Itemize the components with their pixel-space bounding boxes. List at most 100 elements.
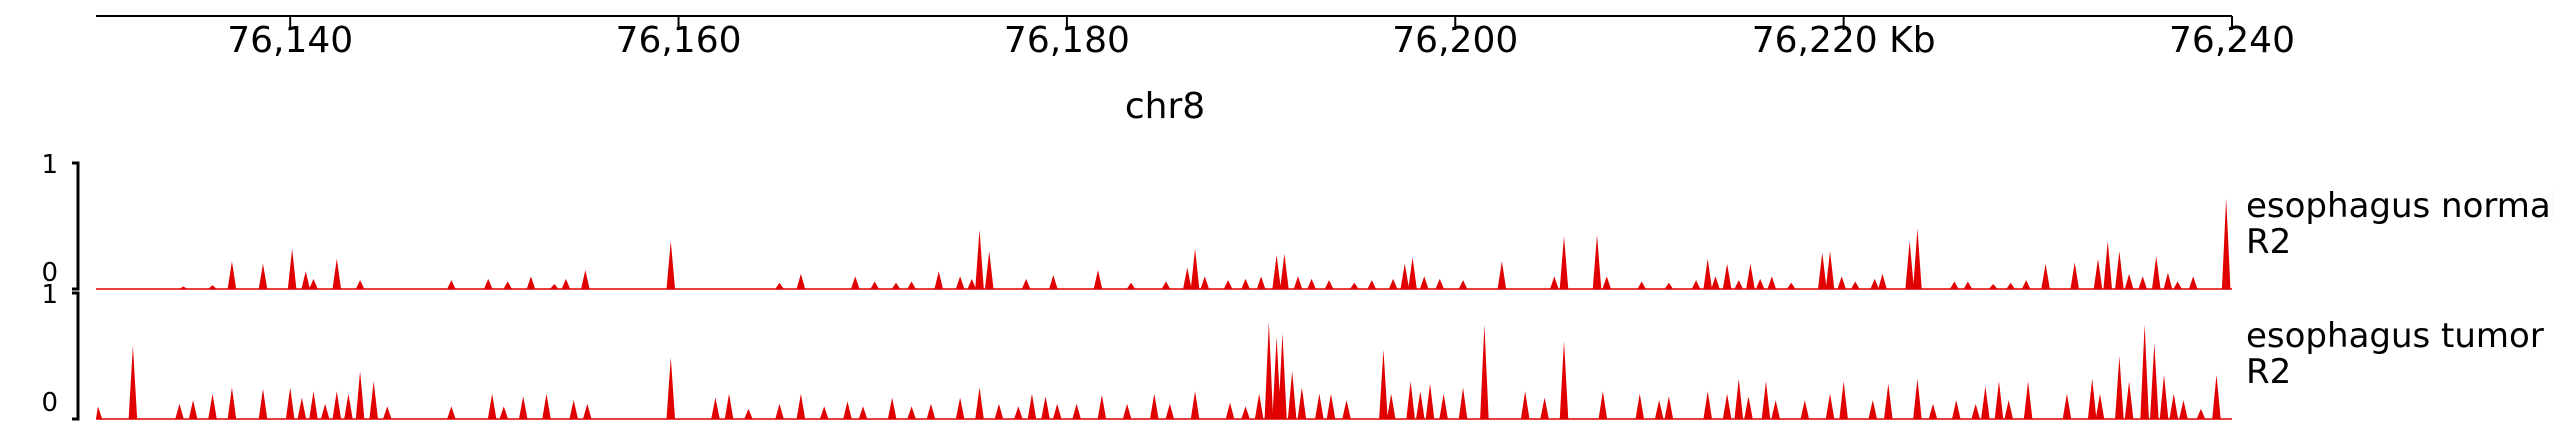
axis-tick-label: 76,180 [1004, 20, 1130, 61]
signal-peak [287, 248, 297, 289]
signal-peak [1988, 283, 1998, 289]
signal-peak [227, 261, 237, 289]
signal-peak [2103, 241, 2112, 289]
signal-peak [1200, 276, 1210, 289]
y-scale-min-label: 0 [41, 258, 58, 288]
signal-peak [2115, 356, 2124, 419]
signal-peak [1913, 228, 1922, 289]
signal-peak [2173, 281, 2182, 289]
signal-peak [320, 403, 330, 419]
signal-peak [1225, 402, 1235, 419]
signal-peak [1458, 280, 1468, 289]
signal-peak [383, 406, 392, 419]
signal-peak [1744, 396, 1753, 419]
axis-tick-label: 76,220 Kb [1752, 20, 1936, 61]
signal-peak [369, 381, 378, 419]
signal-peak [744, 408, 753, 419]
signal-peak [891, 282, 901, 289]
y-scale-min-label: 0 [41, 388, 58, 418]
signal-peak [1755, 278, 1765, 289]
signal-peak [208, 285, 217, 289]
signal-peak [561, 278, 571, 289]
signal-peak [2124, 273, 2134, 289]
signal-peak [1307, 278, 1316, 289]
signal-peak [934, 271, 944, 289]
signal-peak [1254, 393, 1264, 419]
signal-peak [870, 281, 879, 289]
signal-peak [1264, 321, 1274, 419]
signal-peak [526, 276, 536, 289]
signal-peak [2006, 282, 2015, 289]
signal-peak [1190, 391, 1200, 419]
signal-peak [2062, 393, 2072, 419]
track-label: R2 [2246, 222, 2291, 262]
signal-peak [1825, 393, 1835, 419]
signal-peak [1559, 340, 1569, 419]
signal-peak [1654, 400, 1664, 419]
signal-peak [1287, 371, 1297, 419]
signal-peak [2004, 400, 2013, 419]
signal-peak [1406, 381, 1415, 419]
signal-peak [1722, 263, 1732, 289]
signal-peak [1602, 276, 1612, 289]
signal-peak [332, 391, 342, 419]
signal-peak [1786, 282, 1796, 289]
signal-peak [796, 273, 806, 289]
signal-peak [542, 393, 551, 419]
signal-peak [775, 403, 784, 419]
signal-peak [975, 229, 984, 289]
signal-peak [2095, 393, 2105, 419]
signal-peak [1386, 393, 1396, 419]
signal-peak [483, 278, 493, 289]
axis-tick-label: 76,140 [227, 20, 353, 61]
signal-peak [1049, 275, 1058, 289]
signal-peak [1884, 383, 1893, 419]
signal-peak [1971, 403, 1980, 419]
signal-peak [1326, 393, 1336, 419]
signal-peak [1664, 396, 1674, 419]
signal-peak [975, 387, 984, 419]
signal-peak [2087, 378, 2097, 419]
signal-peak [711, 397, 720, 419]
signal-peak [309, 278, 318, 289]
signal-peak [2041, 263, 2050, 289]
signal-peak [2163, 272, 2173, 289]
signal-peak [1818, 252, 1827, 289]
signal-peak [583, 403, 592, 419]
signal-peak [1379, 349, 1388, 419]
signal-peak [128, 345, 138, 419]
signal-peak [1388, 278, 1398, 289]
signal-peak [1272, 254, 1281, 289]
signal-peak [1400, 263, 1410, 289]
signal-peak [309, 391, 318, 419]
signal-peak [1256, 276, 1266, 289]
signal-peak [1093, 270, 1103, 289]
signal-peak [2188, 276, 2198, 289]
signal-peak [1278, 333, 1287, 419]
signal-peak [1183, 267, 1192, 289]
signal-peak [1520, 391, 1530, 419]
signal-peak [1241, 406, 1250, 419]
signal-peak [1072, 403, 1081, 419]
signal-peak [955, 397, 965, 419]
signal-peak [1315, 393, 1324, 419]
signal-peak [1746, 263, 1755, 289]
signal-peak [1950, 281, 1959, 289]
signal-peak [1598, 391, 1608, 419]
signal-peak [775, 282, 784, 289]
signal-peak [1293, 276, 1303, 289]
signal-peak [1825, 251, 1835, 289]
signal-peak [2212, 374, 2221, 419]
signal-peak [96, 406, 103, 419]
signal-peak [907, 281, 916, 289]
signal-peak [1435, 278, 1445, 289]
signal-peak [1458, 387, 1468, 419]
chromosome-label: chr8 [1125, 86, 1205, 127]
signal-peak [499, 406, 509, 419]
signal-peak [1367, 280, 1377, 289]
signal-peak [1223, 280, 1233, 289]
signal-peak [1981, 386, 1990, 419]
